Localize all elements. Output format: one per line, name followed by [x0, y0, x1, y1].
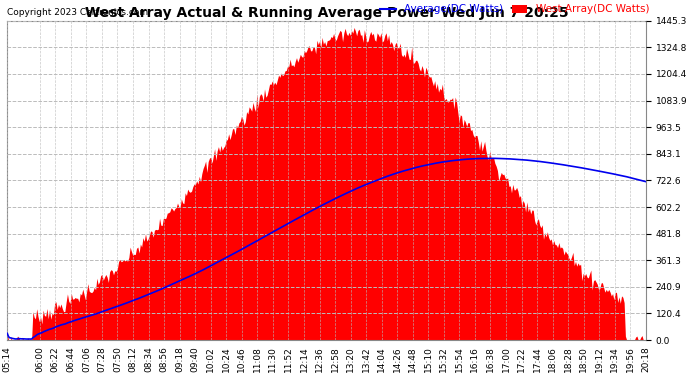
- Title: West Array Actual & Running Average Power Wed Jun 7 20:25: West Array Actual & Running Average Powe…: [85, 6, 569, 20]
- Legend: Average(DC Watts), West Array(DC Watts): Average(DC Watts), West Array(DC Watts): [376, 0, 653, 19]
- Text: Copyright 2023 Cartronics.com: Copyright 2023 Cartronics.com: [8, 8, 148, 17]
